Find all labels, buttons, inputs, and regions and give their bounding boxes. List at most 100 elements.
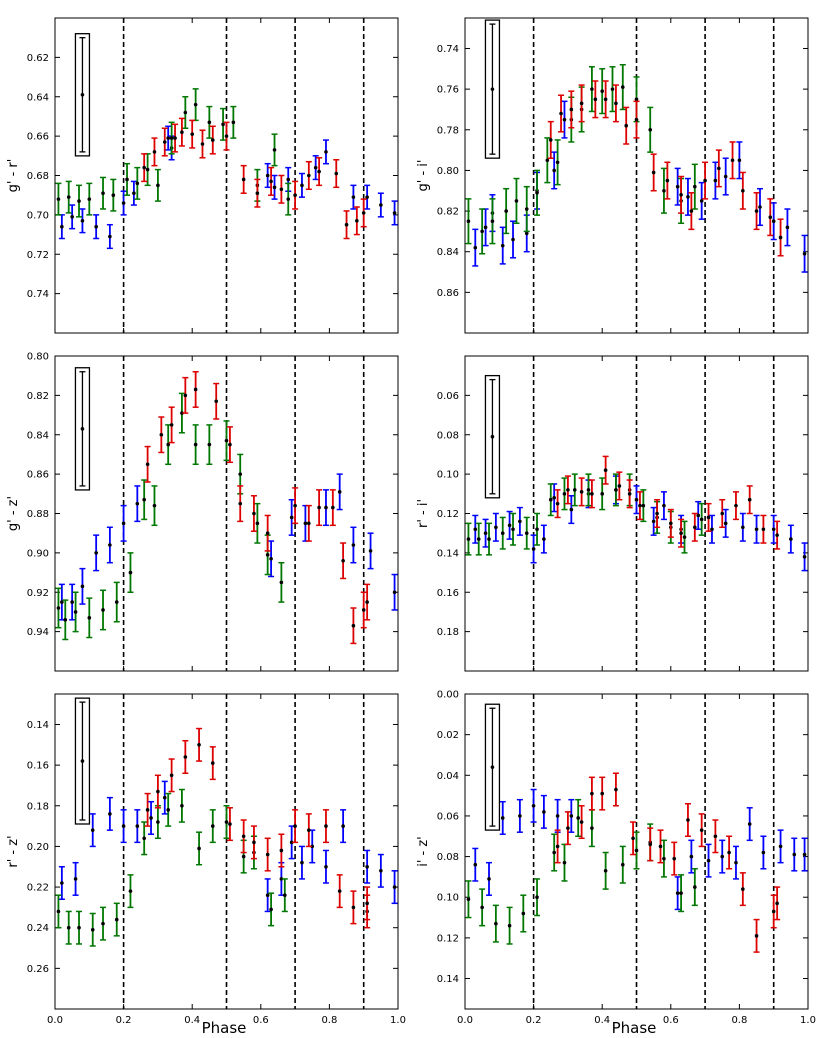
data-point [197, 846, 201, 851]
data-point [180, 411, 184, 415]
data-point [466, 537, 471, 541]
y-tick-label: 0.12 [437, 933, 459, 944]
y-axis-label: i' - z' [416, 836, 431, 867]
data-point [524, 231, 529, 236]
data-point [351, 543, 356, 547]
data-point [101, 921, 105, 926]
data-point [351, 195, 356, 199]
data-point [518, 814, 522, 818]
typical-error-box [74, 33, 91, 157]
data-point [307, 173, 311, 178]
series-blue [58, 780, 398, 913]
y-tick-label: 0.04 [437, 771, 459, 782]
data-point [101, 191, 105, 196]
data-point [706, 515, 711, 520]
y-tick-label: 0.68 [27, 171, 49, 182]
data-point [142, 836, 146, 841]
y-tick-label: 0.24 [27, 923, 49, 934]
data-point [286, 197, 291, 201]
data-point [555, 501, 560, 506]
data-point [466, 219, 471, 224]
data-point [686, 195, 690, 199]
data-point [754, 209, 759, 213]
data-point [344, 222, 349, 227]
data-point [699, 199, 704, 203]
data-point [121, 521, 126, 526]
data-point [552, 850, 556, 855]
data-point [648, 842, 653, 847]
data-point [473, 862, 478, 867]
data-point [665, 178, 670, 183]
panel-iz: 0.0 0.2 0.4 0.6 0.8 1.0 0.00 0.02 0.04 0.06 0.08 0.… [416, 690, 816, 1027]
y-tick-label: 0.10 [437, 893, 459, 904]
data-point [145, 808, 150, 812]
data-point [87, 197, 92, 201]
panel-gr: 0.62 0.64 0.66 0.68 0.70 0.72 0.74 g' - r' [6, 17, 399, 334]
data-point [747, 822, 752, 826]
x-tick-label: 0.6 [663, 1015, 679, 1026]
data-point [542, 810, 546, 814]
x-axis-label-right: Phase [612, 1019, 657, 1037]
data-point [614, 787, 618, 792]
data-point [669, 521, 673, 526]
data-point [717, 166, 721, 171]
data-point [361, 608, 366, 612]
data-point [686, 818, 690, 822]
data-point [60, 881, 64, 885]
data-point [569, 814, 574, 818]
data-point [303, 521, 308, 526]
data-point [590, 87, 594, 91]
data-point [169, 773, 174, 778]
data-point [224, 820, 229, 824]
data-point [494, 921, 498, 926]
y-tick-label: 0.90 [27, 548, 49, 559]
data-point [693, 184, 697, 189]
data-point [727, 850, 731, 855]
data-point [337, 889, 342, 893]
data-point [293, 824, 297, 828]
data-point [768, 215, 773, 219]
data-point [300, 183, 304, 188]
y-tick-label: 0.08 [437, 430, 459, 441]
data-point [111, 193, 116, 197]
panel-ri: 0.06 0.08 0.10 0.12 0.14 0.16 0.18 r' - i' [416, 355, 809, 672]
data-point [135, 181, 140, 186]
data-point [269, 907, 273, 912]
data-point [166, 808, 170, 812]
data-point [720, 854, 725, 859]
data-point [152, 150, 157, 154]
data-point [741, 188, 745, 193]
data-point [210, 138, 215, 142]
data-point [693, 525, 697, 530]
data-point [504, 209, 508, 213]
data-point [507, 923, 512, 928]
data-point [634, 97, 639, 102]
data-point [60, 224, 64, 229]
data-point [747, 497, 752, 502]
panels: 0.620.640.660.680.700.720.74g' - r'0.740… [6, 17, 816, 1027]
data-point [720, 511, 725, 516]
data-point [331, 505, 335, 510]
data-point [231, 120, 236, 125]
data-point [552, 168, 556, 173]
data-point [224, 438, 229, 443]
data-point [355, 218, 359, 223]
data-point [682, 535, 687, 539]
data-point [289, 840, 294, 845]
data-point [265, 531, 270, 535]
data-point [761, 527, 766, 532]
data-point [166, 136, 170, 140]
series-green [55, 788, 288, 947]
data-point [754, 527, 759, 532]
data-point [507, 523, 512, 528]
data-point [689, 209, 694, 213]
data-point [317, 169, 321, 174]
data-point [210, 824, 215, 828]
data-point [789, 537, 793, 541]
typical-error-box [484, 374, 501, 499]
data-point [771, 219, 776, 224]
y-tick-label: 0.84 [27, 430, 49, 441]
data-point [771, 909, 776, 914]
data-point [166, 442, 170, 447]
x-tick-label: 1.0 [390, 1015, 406, 1026]
